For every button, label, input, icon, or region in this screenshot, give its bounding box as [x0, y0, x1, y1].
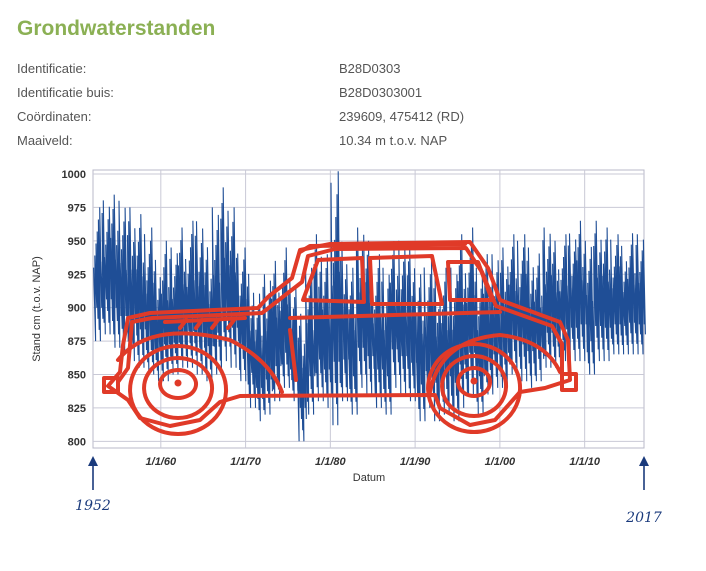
info-label: Identificatie buis: — [17, 85, 114, 100]
x-axis-label: Datum — [353, 472, 385, 484]
x-tick-label: 1/1/60 — [146, 456, 177, 468]
annotation-arrowhead — [88, 456, 98, 466]
car-wheel-rear-inner — [456, 366, 493, 398]
info-label: Coördinaten: — [17, 109, 92, 124]
car-door-lower — [288, 328, 298, 382]
x-tick-labels: 1/1/60 1/1/70 1/1/80 1/1/90 1/1/00 1/1/10 — [146, 456, 601, 468]
car-window-back — [446, 260, 494, 302]
y-tick-label: 850 — [68, 369, 86, 381]
car-hood-hatch — [163, 316, 247, 330]
page-title: Grondwaterstanden — [17, 17, 216, 40]
y-tick-label: 925 — [68, 269, 86, 281]
car-roof — [298, 242, 467, 254]
car-bumper-front — [102, 376, 120, 394]
car-bumper-rear — [560, 372, 578, 392]
x-tick-label: 1/1/70 — [230, 456, 261, 468]
series-line — [93, 171, 646, 442]
car-hub-rear — [470, 377, 478, 385]
car-wheel-rear-outer — [426, 342, 523, 434]
y-tick-label: 825 — [68, 403, 86, 415]
car-fender-rear — [428, 333, 562, 394]
info-value: 10.34 m t.o.v. NAP — [339, 133, 448, 148]
info-value: B28D0303 — [339, 61, 401, 76]
car-wheel-rear-mid — [440, 354, 509, 418]
info-label: Maaiveld: — [17, 133, 73, 148]
y-tick-label: 800 — [68, 436, 86, 448]
annotation-arrowhead — [639, 456, 649, 466]
car-window-front — [301, 256, 366, 304]
info-value: B28D0303001 — [339, 85, 423, 100]
car-body-outline — [106, 240, 572, 428]
info-label: Identificatie: — [17, 61, 87, 76]
y-tick-label: 875 — [68, 336, 86, 348]
x-tick-label: 1/1/90 — [400, 456, 431, 468]
annotation-label: 1952 — [75, 498, 111, 514]
x-tick-label: 1/1/00 — [485, 456, 516, 468]
annotation-label: 2017 — [625, 510, 662, 526]
x-tick-label: 1/1/80 — [315, 456, 346, 468]
y-tick-label: 950 — [68, 236, 86, 248]
y-axis-label: Stand cm (t.o.v. NAP) — [31, 256, 43, 362]
y-tick-label: 975 — [68, 202, 86, 214]
car-wheel-front-mid — [142, 356, 215, 420]
car-body-inner — [116, 246, 564, 384]
car-door — [288, 310, 502, 320]
x-tick-label: 1/1/10 — [569, 456, 600, 468]
series-lines — [93, 171, 646, 442]
info-value: 239609, 475412 (RD) — [339, 109, 465, 124]
handwritten-annotations: 1952 2017 — [75, 456, 662, 526]
y-tick-labels: 1000 975 950 925 900 875 850 825 800 — [62, 169, 86, 448]
car-wheel-front-outer — [128, 344, 229, 436]
car-hub-front — [174, 379, 182, 387]
car-window-rear — [368, 254, 444, 306]
car-drawing — [102, 240, 578, 436]
car-fender-front — [116, 331, 284, 394]
y-tick-label: 1000 — [62, 169, 86, 181]
y-tick-label: 900 — [68, 303, 86, 315]
car-wheel-front-inner — [158, 368, 199, 400]
